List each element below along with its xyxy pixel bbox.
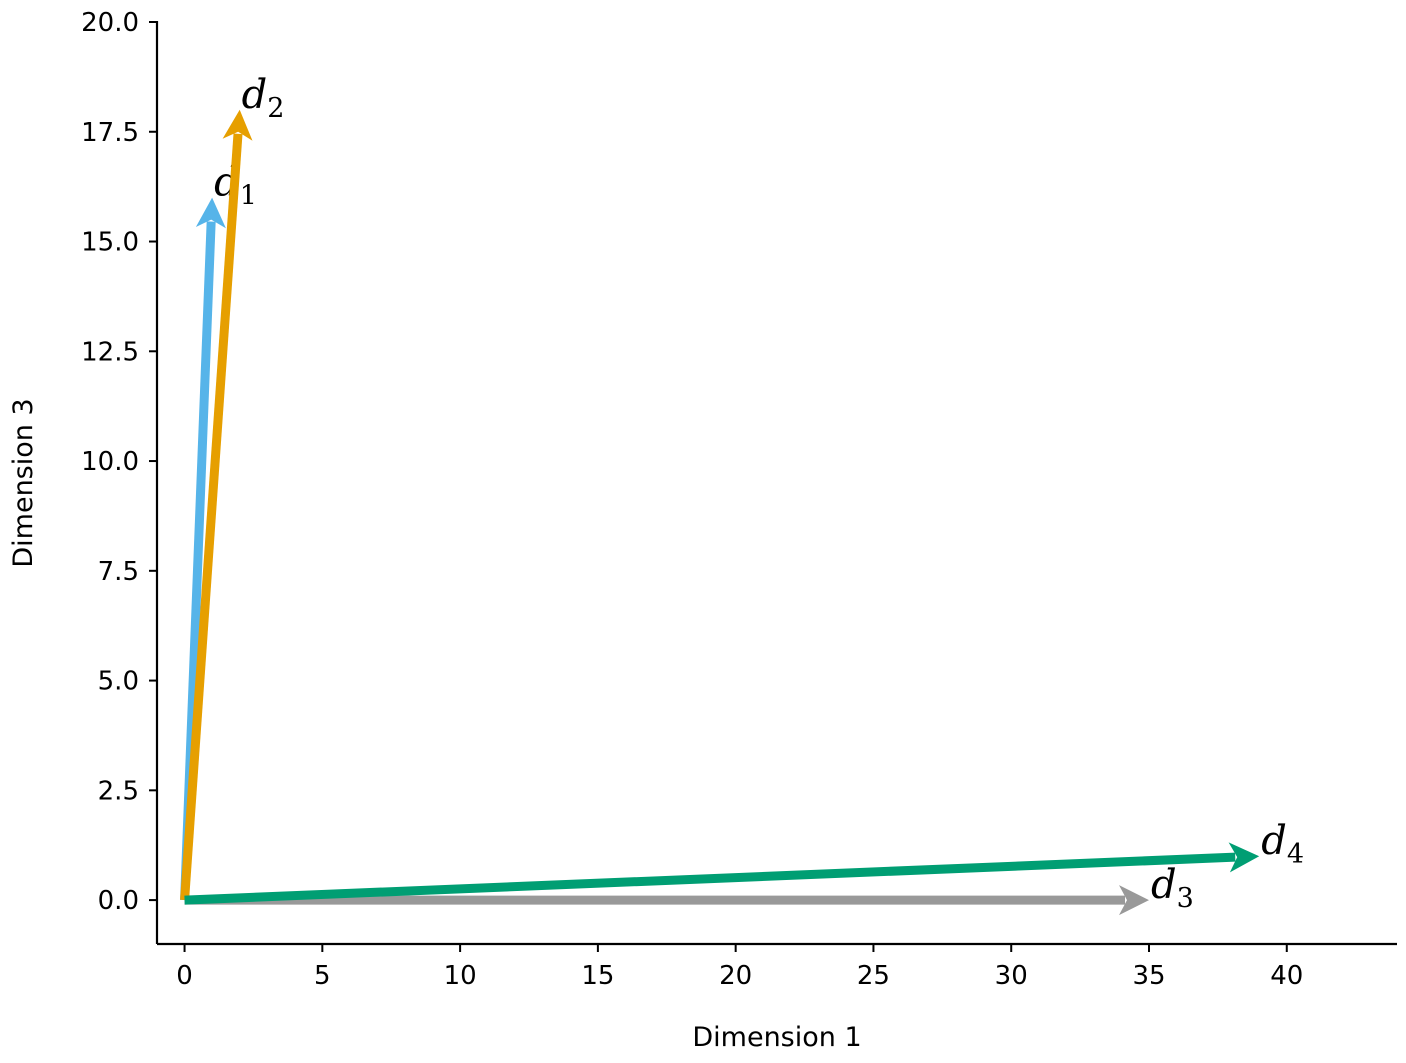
y-tick-label: 2.5 [98, 776, 139, 806]
x-tick-label: 35 [1132, 961, 1165, 991]
y-tick-label: 15.0 [81, 228, 139, 258]
x-tick-label: 0 [176, 961, 193, 991]
x-axis-title: Dimension 1 [692, 1022, 861, 1053]
y-tick-label: 12.5 [81, 337, 139, 367]
y-tick-label: 17.5 [81, 118, 139, 148]
vector-arrowhead [1228, 842, 1260, 873]
x-tick-label: 20 [719, 961, 752, 991]
vector-shaft [184, 852, 1236, 905]
vector-arrowhead [195, 197, 226, 229]
vector-arrowhead [1119, 885, 1149, 916]
y-axis: 0.0 2.5 5.0 7.5 10.0 12.5 15.0 17.5 20.0 [81, 8, 159, 944]
vector-label-d3: d3 [1151, 862, 1194, 914]
y-axis-title: Dimension 3 [8, 398, 39, 567]
x-tick-label: 5 [314, 961, 331, 991]
y-tick-label: 0.0 [98, 886, 139, 916]
x-axis: 0 5 10 15 20 25 30 35 40 [157, 942, 1397, 991]
vector-label-d2: d2 [242, 72, 285, 124]
x-tick-label: 25 [857, 961, 890, 991]
vector-d2: d2 [180, 72, 285, 901]
vector-d4: d4 [184, 818, 1304, 905]
y-tick-label: 20.0 [81, 8, 139, 38]
y-tick-label: 7.5 [98, 557, 139, 587]
vector-label-d4: d4 [1261, 818, 1304, 870]
x-tick-label: 30 [995, 961, 1028, 991]
x-tick-label: 10 [444, 961, 477, 991]
vector-arrowhead [222, 109, 253, 141]
vector-shaft [180, 133, 243, 901]
x-tick-label: 40 [1270, 961, 1303, 991]
x-tick-label: 15 [581, 961, 614, 991]
y-tick-label: 5.0 [98, 667, 139, 697]
y-tick-label: 10.0 [81, 447, 139, 477]
vector-d3: d3 [184, 862, 1194, 916]
